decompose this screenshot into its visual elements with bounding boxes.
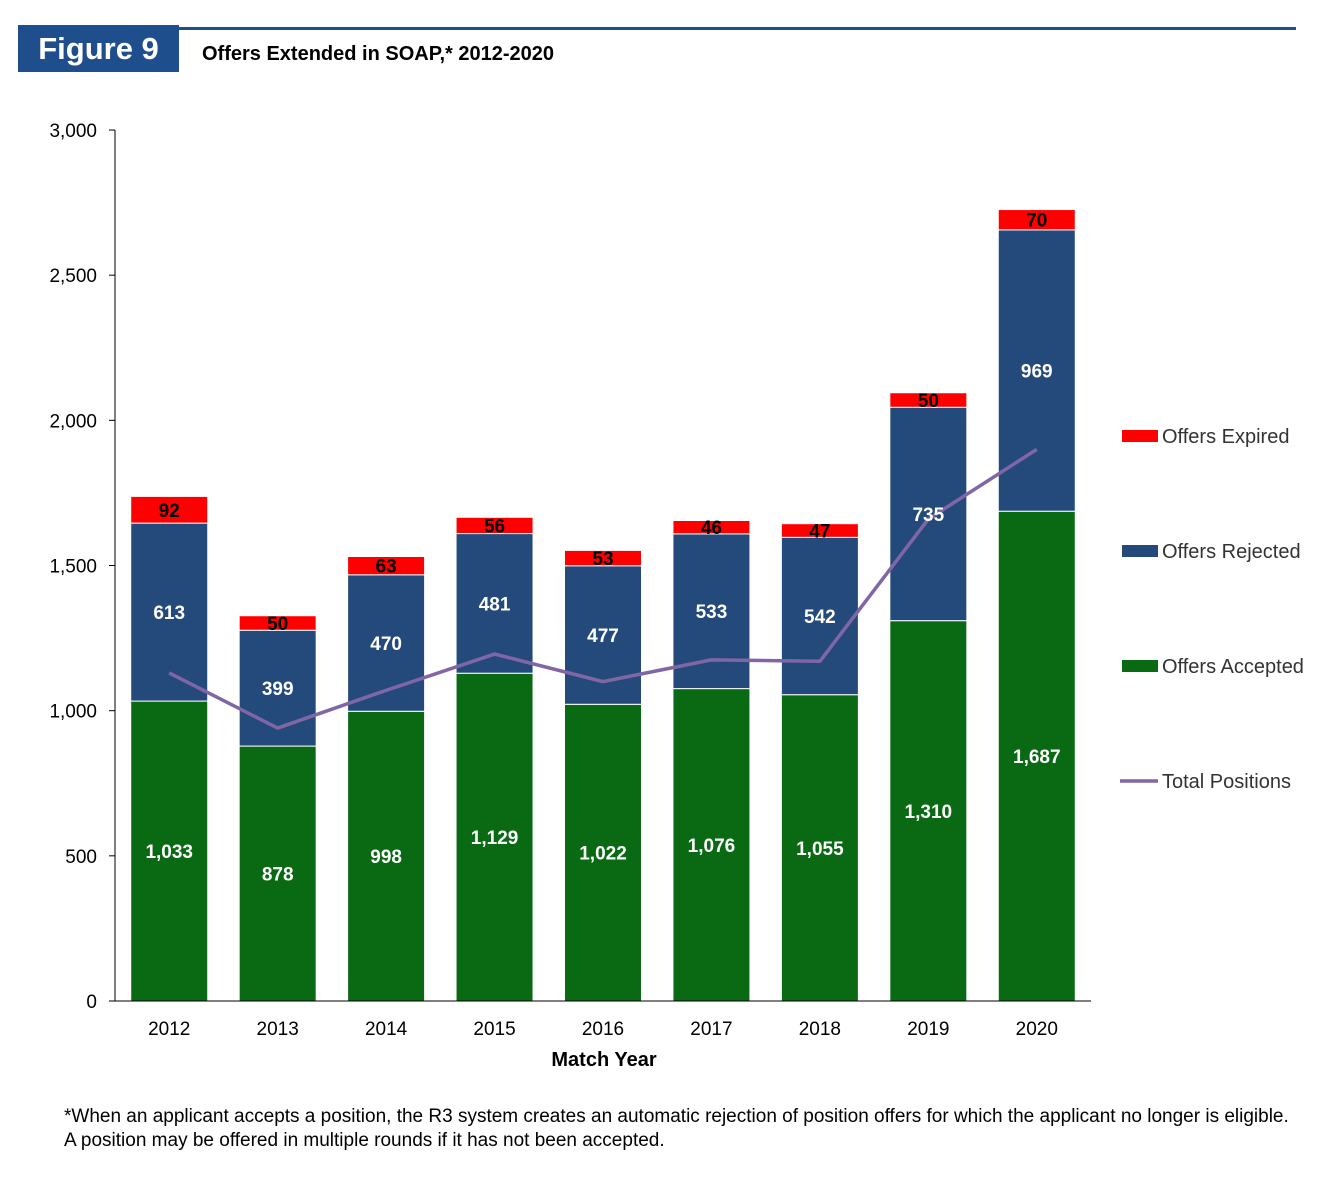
data-label-rejected-2016: 477 <box>587 626 619 647</box>
bar-expired-2015 <box>455 516 534 535</box>
y-tick-label: 3,000 <box>49 121 97 142</box>
data-label-layer: 1,033 613 92 878 399 50 998 470 63 1,129 481 56 1,02… <box>145 211 1060 886</box>
legend-label-offers-expired: Offers Expired <box>1162 426 1289 448</box>
data-label-rejected-2017: 533 <box>696 602 728 623</box>
legend-swatch-offers-rejected <box>1122 545 1158 557</box>
bar-expired-2020 <box>997 209 1076 231</box>
y-tick-label: 2,000 <box>49 411 97 432</box>
data-label-rejected-2015: 481 <box>479 594 511 615</box>
y-tick-label: 500 <box>65 847 97 868</box>
bar-accepted-2018 <box>780 694 859 1002</box>
y-tick-label: 1,000 <box>49 702 97 723</box>
x-tick-label: 2020 <box>1016 1019 1058 1040</box>
bar-accepted-2012 <box>130 700 209 1002</box>
y-tick-label: 1,500 <box>49 557 97 578</box>
bar-accepted-2013 <box>238 745 317 1002</box>
x-tick-label: 2016 <box>582 1019 624 1040</box>
y-axis: 0 500 1,000 1,500 2,000 2,500 3,000 <box>49 121 116 1013</box>
data-label-accepted-2015: 1,129 <box>471 828 519 849</box>
y-tick-label: 2,500 <box>49 266 97 287</box>
data-label-rejected-2013: 399 <box>262 679 294 700</box>
data-label-accepted-2012: 1,033 <box>145 842 193 863</box>
data-label-rejected-2019: 735 <box>912 505 944 526</box>
legend: Offers Expired Offers Rejected Offers Acce… <box>1120 426 1304 793</box>
data-label-accepted-2017: 1,076 <box>688 836 736 857</box>
x-tick-label: 2015 <box>473 1019 515 1040</box>
x-axis-title: Match Year <box>551 1049 656 1071</box>
chart-title: Offers Extended in SOAP,* 2012-2020 <box>202 43 555 65</box>
data-label-expired-2013: 50 <box>267 614 288 635</box>
bar-expired-2014 <box>347 555 426 576</box>
data-label-expired-2017: 46 <box>701 518 722 539</box>
x-tick-label: 2017 <box>690 1019 732 1040</box>
bar-expired-2012 <box>130 495 209 524</box>
x-tick-label: 2019 <box>907 1019 949 1040</box>
data-label-accepted-2014: 998 <box>370 847 402 868</box>
footnote: *When an applicant accepts a position, t… <box>64 1106 1289 1151</box>
data-label-expired-2020: 70 <box>1026 211 1047 232</box>
data-label-accepted-2016: 1,022 <box>579 844 627 865</box>
bar-rejected-2012 <box>130 522 209 702</box>
data-label-expired-2016: 53 <box>592 549 613 570</box>
total-positions-line <box>168 447 1038 730</box>
y-tick-label: 0 <box>86 992 97 1013</box>
bar-accepted-2017 <box>672 688 751 1002</box>
legend-swatch-offers-accepted <box>1122 660 1158 672</box>
data-label-expired-2015: 56 <box>484 516 505 537</box>
data-label-accepted-2018: 1,055 <box>796 839 844 860</box>
x-tick-label: 2014 <box>365 1019 408 1040</box>
data-label-expired-2019: 50 <box>918 391 939 412</box>
x-tick-label: 2012 <box>148 1019 190 1040</box>
bar-rejected-2015 <box>455 533 534 674</box>
data-label-rejected-2020: 969 <box>1021 362 1053 383</box>
data-label-rejected-2018: 542 <box>804 607 836 628</box>
x-tick-label: 2013 <box>257 1019 299 1040</box>
data-label-accepted-2019: 1,310 <box>905 802 953 823</box>
header-rule <box>179 27 1296 30</box>
data-label-rejected-2014: 470 <box>370 634 402 655</box>
bar-expired-2018 <box>780 523 859 538</box>
legend-label-offers-accepted: Offers Accepted <box>1162 656 1304 678</box>
data-label-expired-2018: 47 <box>809 522 830 543</box>
x-axis: 2012 2013 2014 2015 2016 2017 2018 2019 2020 <box>115 1000 1091 1040</box>
legend-label-total-positions: Total Positions <box>1162 771 1291 793</box>
bar-rejected-2017 <box>672 533 751 690</box>
bar-expired-2019 <box>889 392 968 408</box>
legend-label-offers-rejected: Offers Rejected <box>1162 541 1301 563</box>
bar-expired-2016 <box>564 549 642 567</box>
data-label-rejected-2012: 613 <box>153 603 185 624</box>
bar-expired-2017 <box>672 519 751 535</box>
stacked-bar-chart: 0 500 1,000 1,500 2,000 2,500 3,000 1,033 613 92… <box>49 121 1304 1071</box>
data-label-accepted-2013: 878 <box>262 865 294 886</box>
x-tick-label: 2018 <box>799 1019 841 1040</box>
data-label-expired-2012: 92 <box>159 501 180 522</box>
bar-expired-2013 <box>238 615 317 631</box>
figure-badge: Figure 9 <box>18 25 179 72</box>
data-label-expired-2014: 63 <box>376 557 397 578</box>
total-positions-layer <box>168 447 1038 730</box>
data-label-accepted-2020: 1,687 <box>1013 747 1061 768</box>
bar-rejected-2018 <box>780 536 859 696</box>
bar-rejected-2019 <box>889 406 968 622</box>
legend-swatch-offers-expired <box>1122 430 1158 442</box>
bar-accepted-2020 <box>997 510 1076 1002</box>
